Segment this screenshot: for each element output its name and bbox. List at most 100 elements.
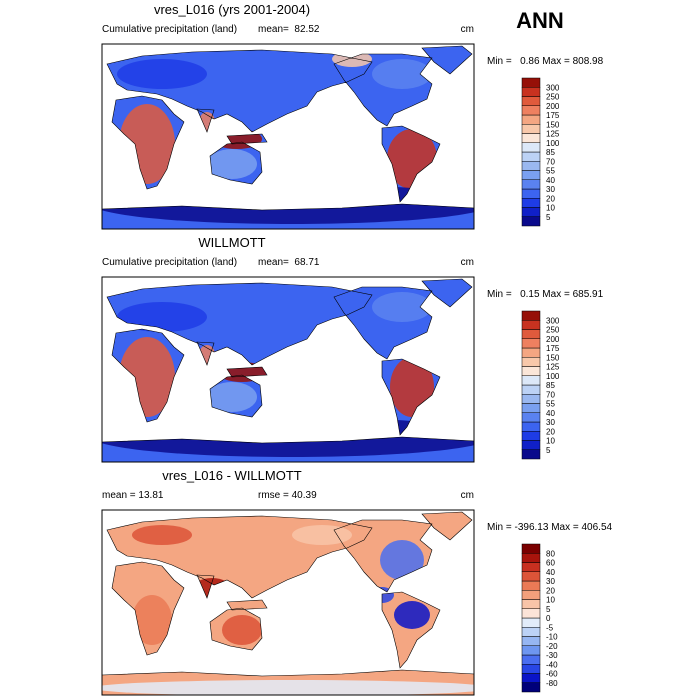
colorbar-box xyxy=(521,440,541,450)
colorbar-label: 0 xyxy=(546,614,551,623)
colorbar-box xyxy=(521,133,541,143)
colorbar-label: 70 xyxy=(546,390,555,399)
colorbar-label: 85 xyxy=(546,148,555,157)
colorbar-box xyxy=(521,366,541,376)
colorbar-box xyxy=(521,207,541,217)
map-frame xyxy=(101,43,475,230)
colorbar-box xyxy=(521,161,541,171)
colorbar-box xyxy=(521,347,541,358)
unit-label: cm xyxy=(461,24,474,35)
colorbar-label: -60 xyxy=(546,670,558,679)
colorbar-label: 200 xyxy=(546,102,560,111)
colorbar-box xyxy=(521,553,541,563)
range-label: Min = -396.13 Max = 406.54 xyxy=(487,522,613,533)
colorbar-label: 100 xyxy=(546,139,560,148)
colorbar-label: 5 xyxy=(546,605,551,614)
colorbar-label: -40 xyxy=(546,660,558,669)
colorbar-label: -30 xyxy=(546,651,558,660)
colorbar-box xyxy=(521,77,541,88)
colorbar-label: 85 xyxy=(546,381,555,390)
map xyxy=(101,43,475,230)
colorbar-box xyxy=(521,449,541,460)
colorbar-box xyxy=(521,216,541,227)
colorbar-box xyxy=(521,384,541,395)
colorbar-box xyxy=(521,96,541,106)
unit-label: cm xyxy=(461,257,474,268)
panel-center-label: rmse = 40.39 xyxy=(258,490,317,501)
colorbar-label: 20 xyxy=(546,194,555,203)
colorbar-label: 5 xyxy=(546,213,551,222)
colorbar-box xyxy=(521,543,541,554)
colorbar-label: 10 xyxy=(546,596,555,605)
colorbar-label: 150 xyxy=(546,353,560,362)
panel-center-label: mean= 82.52 xyxy=(258,24,320,35)
colorbar-label: 20 xyxy=(546,586,555,595)
colorbar-label: 20 xyxy=(546,427,555,436)
colorbar-box xyxy=(521,636,541,646)
map-frame xyxy=(101,509,475,696)
colorbar-box xyxy=(521,599,541,609)
colorbar-label: -80 xyxy=(546,679,558,688)
colorbar-box xyxy=(521,403,541,413)
map xyxy=(101,509,475,696)
colorbar-label: 175 xyxy=(546,344,560,353)
map xyxy=(101,276,475,463)
colorbar-label: 10 xyxy=(546,437,555,446)
colorbar-label: 40 xyxy=(546,568,555,577)
colorbar-label: 30 xyxy=(546,577,555,586)
colorbar-box xyxy=(521,198,541,208)
colorbar-label: 125 xyxy=(546,130,560,139)
colorbar-box xyxy=(521,627,541,637)
colorbar-box xyxy=(521,654,541,665)
colorbar-label: 30 xyxy=(546,418,555,427)
colorbar-label: 55 xyxy=(546,167,555,176)
colorbar-label: 300 xyxy=(546,316,560,325)
range-label: Min = 0.86 Max = 808.98 xyxy=(487,56,604,67)
colorbar-box xyxy=(521,673,541,683)
panel-title: WILLMOTT xyxy=(198,235,265,250)
unit-label: cm xyxy=(461,490,474,501)
colorbar-label: -5 xyxy=(546,623,554,632)
colorbar-box xyxy=(521,580,541,591)
colorbar-box xyxy=(521,431,541,441)
colorbar-label: 175 xyxy=(546,111,560,120)
colorbar-box xyxy=(521,357,541,367)
colorbar-label: 100 xyxy=(546,372,560,381)
colorbar-box xyxy=(521,421,541,432)
colorbar-box xyxy=(521,188,541,199)
colorbar-label: 55 xyxy=(546,400,555,409)
colorbar-box xyxy=(521,394,541,404)
panel-title: vres_L016 - WILLMOTT xyxy=(162,468,301,483)
colorbar-label: 40 xyxy=(546,409,555,418)
colorbar-label: 70 xyxy=(546,157,555,166)
colorbar-box xyxy=(521,170,541,180)
colorbar-box xyxy=(521,87,541,97)
colorbar-box xyxy=(521,590,541,600)
colorbar-label: 300 xyxy=(546,83,560,92)
colorbar-box xyxy=(521,682,541,693)
colorbar-box xyxy=(521,142,541,153)
colorbar-box xyxy=(521,617,541,628)
panel-left-label: mean = 13.81 xyxy=(102,490,164,501)
colorbar-label: 30 xyxy=(546,185,555,194)
colorbar-label: -20 xyxy=(546,642,558,651)
colorbar-box xyxy=(521,329,541,339)
colorbar-box xyxy=(521,124,541,134)
colorbar-label: 40 xyxy=(546,176,555,185)
colorbar-label: 80 xyxy=(546,549,555,558)
colorbar-label: 5 xyxy=(546,446,551,455)
colorbar-box xyxy=(521,375,541,386)
panel-left-label: Cumulative precipitation (land) xyxy=(102,257,237,268)
range-label: Min = 0.15 Max = 685.91 xyxy=(487,289,604,300)
colorbar-box xyxy=(521,310,541,321)
season-label: ANN xyxy=(516,8,564,33)
colorbar-box xyxy=(521,645,541,656)
colorbar-box xyxy=(521,338,541,349)
colorbar-label: -10 xyxy=(546,633,558,642)
colorbar-label: 125 xyxy=(546,363,560,372)
panel-left-label: Cumulative precipitation (land) xyxy=(102,24,237,35)
colorbar-box xyxy=(521,320,541,330)
panel-center-label: mean= 68.71 xyxy=(258,257,320,268)
colorbar-box xyxy=(521,412,541,423)
colorbar-box xyxy=(521,608,541,619)
